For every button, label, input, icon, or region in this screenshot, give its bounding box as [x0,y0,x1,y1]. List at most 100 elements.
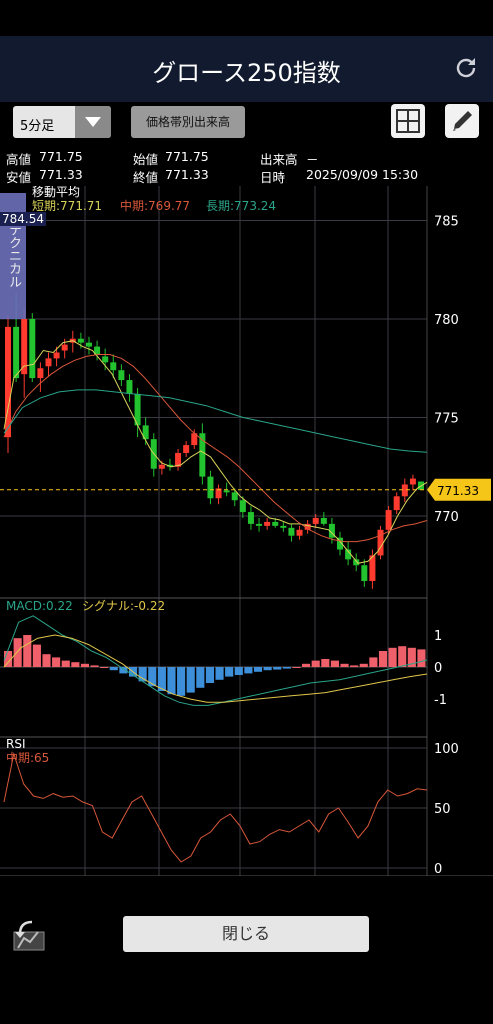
candle-body [199,433,206,477]
candle-body [377,529,384,556]
macd-histogram-bar [378,651,388,667]
rsi-tick-label: 100 [434,742,459,757]
macd-histogram-bar [234,667,243,675]
grid-icon [396,109,420,133]
rsi-mid-label: 中期:65 [6,750,49,765]
open-value: 771.75 [165,149,209,164]
macd-histogram-bar [340,663,349,667]
macd-histogram-bar [157,667,166,691]
candle-body [110,362,117,371]
macd-line [3,615,428,706]
close-button[interactable]: 閉じる [123,916,369,952]
volume-profile-button[interactable]: 価格帯別出来高 [131,106,245,138]
candle-body [45,358,52,367]
candle-body [223,490,230,493]
macd-histogram-bar [71,662,80,667]
macd-histogram-bar [80,663,90,667]
ma-mid-label: 中期:769.77 [120,198,190,213]
candle-body [256,523,263,526]
macd-tick-label: 1 [434,629,442,644]
candle-body [247,512,254,524]
candle-body [369,555,376,582]
candle-body [94,346,101,355]
technical-value: 784.54 [0,212,46,226]
macd-histogram-bar [388,647,397,667]
rsi-line [3,752,428,863]
macd-histogram-bar [292,667,301,668]
back-button[interactable] [10,918,48,952]
candle-body [337,537,344,550]
macd-histogram-bar [244,667,253,674]
candle-body [361,565,368,582]
price-tick-label: 770 [434,510,459,525]
macd-histogram-bar [196,667,205,688]
signal-line [3,634,428,703]
macd-histogram-bar [177,667,186,696]
macd-histogram-bar [321,659,330,667]
price-tick-label: 775 [434,412,459,427]
candle-body [142,425,149,440]
page-title: グロース250指数 [152,59,341,87]
macd-histogram-bar [186,667,195,693]
datetime-label: 日時 [260,170,286,185]
draw-button[interactable] [445,104,479,138]
technical-tab-label: テクニカル [6,223,21,288]
candle-body [175,452,182,467]
refresh-icon[interactable] [453,55,479,81]
macd-histogram-bar [398,646,407,667]
ma-mid-line [3,354,428,543]
grid-layout-button[interactable] [391,104,425,138]
macd-histogram-bar [263,667,272,671]
macd-histogram-bar [13,638,22,667]
current-price-label: 771.33 [437,484,479,498]
macd-histogram-bar [32,644,41,667]
macd-histogram-bar [417,649,426,667]
candle-body [126,380,133,394]
interval-select[interactable]: 5分足 [13,106,111,138]
candle-body [53,352,60,359]
ma-short-label: 短期:771.71 [32,199,102,213]
candle-body [13,326,20,379]
candle-body [345,549,352,560]
ma-long-label: 長期:773.24 [206,199,276,213]
macd-histogram-bar [282,667,291,669]
candle-body [409,478,416,485]
macd-histogram-bar [350,665,359,667]
candle-body [77,338,84,343]
macd-histogram-bar [359,663,368,667]
candle-body [353,559,360,566]
rsi-tick-label: 50 [434,802,451,817]
candle-body [5,326,11,438]
macd-histogram-bar [90,665,99,667]
candle-body [29,319,36,379]
candle-body [158,464,165,469]
rsi-title: RSI [6,737,26,751]
candle-body [134,393,141,426]
candle-body [215,488,222,499]
macd-histogram-bar [23,635,32,667]
ma-long-line [3,389,428,453]
candle-body [207,476,214,499]
macd-histogram-bar [52,657,61,667]
candle-body [296,529,303,536]
low-label: 安値 [6,170,32,185]
low-value: 771.33 [39,167,83,182]
current-price-tag [427,478,491,501]
chart-back-icon [13,920,45,951]
high-value: 771.75 [39,149,83,164]
candle-body [280,525,287,528]
ma-title: 移動平均 [32,186,80,199]
candle-body [264,521,271,526]
macd-histogram-bar [273,667,282,670]
ma-short-line [3,340,428,564]
macd-histogram-bar [407,647,416,667]
candle-body [385,510,392,530]
macd-histogram-bar [148,667,157,687]
price-tick-label: 785 [434,215,459,230]
chart-toolbar: 5分足 価格帯別出来高 [0,102,493,144]
macd-histogram-bar [4,651,13,667]
signal-label: シグナル:-0.22 [82,599,165,613]
macd-histogram-bar [205,667,214,683]
macd-histogram-bar [109,667,118,671]
